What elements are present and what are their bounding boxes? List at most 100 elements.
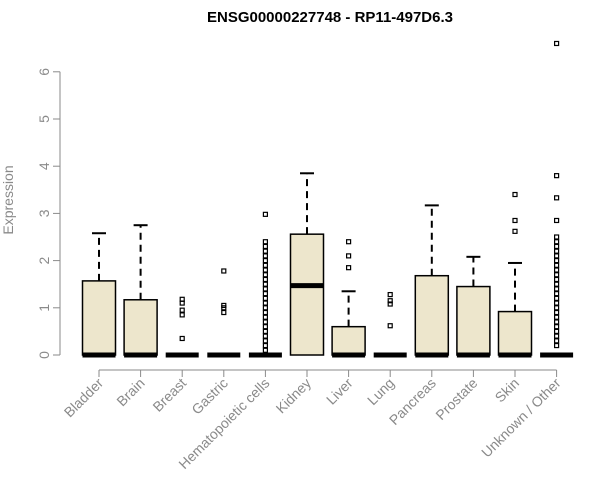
outlier-point <box>553 40 560 47</box>
y-tick-label: 4 <box>36 162 52 170</box>
box-bladder <box>81 232 117 358</box>
y-axis-label: Expression <box>0 165 16 234</box>
box-iqr <box>331 325 366 356</box>
outlier-point <box>262 272 268 278</box>
y-tick-label: 6 <box>36 68 52 76</box>
outlier-point <box>262 314 268 320</box>
chart-title: ENSG00000227748 - RP11-497D6.3 <box>207 9 453 26</box>
outlier-point <box>346 265 352 271</box>
box-iqr <box>289 233 325 356</box>
outlier-point <box>553 243 560 250</box>
outlier-point <box>553 305 560 311</box>
outlier-point <box>262 291 268 297</box>
box-iqr <box>456 285 491 356</box>
outlier-point <box>553 267 560 273</box>
outlier-point <box>262 338 268 344</box>
box-iqr <box>497 310 533 356</box>
outlier-point <box>221 309 227 316</box>
outlier-point <box>387 291 393 298</box>
outlier-point <box>553 328 560 334</box>
outlier-point <box>221 268 227 274</box>
outlier-point <box>262 281 268 287</box>
outlier-point <box>553 217 560 224</box>
outlier-point <box>262 258 268 264</box>
outlier-point <box>262 333 268 339</box>
x-tick-label: Skin <box>492 375 523 406</box>
box-brain <box>123 224 158 358</box>
outlier-point <box>553 314 560 320</box>
outlier-point <box>262 243 268 250</box>
x-tick-label: Breast <box>149 375 189 415</box>
x-tick-label: Unknown / Other <box>478 375 564 461</box>
outlier-point <box>553 276 560 283</box>
outlier-point <box>262 305 268 311</box>
outlier-point <box>262 253 268 259</box>
outlier-point <box>262 262 268 268</box>
box-series <box>81 40 574 358</box>
box-hematopoietic-cells <box>248 211 282 358</box>
outlier-point <box>553 262 560 268</box>
outlier-point <box>221 302 227 309</box>
outlier-point <box>262 295 268 301</box>
outlier-point <box>346 239 352 245</box>
outlier-point <box>262 309 268 316</box>
outlier-point <box>387 301 393 307</box>
x-tick-label: Bladder <box>61 375 107 421</box>
outlier-point <box>262 239 268 245</box>
y-tick-label: 0 <box>36 351 52 359</box>
outlier-point <box>512 191 518 198</box>
box-iqr <box>81 280 117 356</box>
outlier-point <box>512 228 518 234</box>
box-liver <box>331 239 366 358</box>
outlier-point <box>553 319 560 325</box>
outlier-point <box>553 234 560 240</box>
outlier-point <box>553 286 560 292</box>
box-lung <box>373 291 407 358</box>
outlier-point <box>262 300 268 306</box>
outlier-point <box>553 258 560 264</box>
outlier-point <box>179 307 185 313</box>
outlier-point <box>262 267 268 273</box>
outlier-point <box>262 328 268 334</box>
outlier-point <box>553 239 560 245</box>
y-tick-label: 2 <box>36 256 52 264</box>
y-tick-label: 5 <box>36 115 52 123</box>
y-tick-label: 3 <box>36 209 52 217</box>
outlier-point <box>262 342 268 349</box>
y-tick-label: 1 <box>36 304 52 312</box>
outlier-point <box>262 248 268 254</box>
x-tick-label: Prostate <box>432 375 480 423</box>
box-prostate <box>456 255 491 358</box>
x-tick-label: Liver <box>323 375 356 408</box>
outlier-point <box>512 217 518 224</box>
outlier-point <box>553 338 560 344</box>
x-tick-label: Kidney <box>273 375 315 417</box>
y-axis: 0 1 2 3 4 5 6 <box>36 68 61 359</box>
outlier-point <box>553 173 560 179</box>
outlier-point <box>262 319 268 325</box>
outlier-point <box>346 253 352 259</box>
outlier-point <box>553 253 560 259</box>
outlier-point <box>553 295 560 301</box>
x-tick-label: Lung <box>364 375 397 408</box>
outlier-point <box>553 300 560 306</box>
outlier-point <box>553 309 560 316</box>
outlier-point <box>387 323 393 329</box>
box-skin <box>497 191 533 358</box>
outlier-point <box>553 342 560 349</box>
outlier-point <box>387 298 393 304</box>
box-iqr <box>414 274 450 356</box>
outlier-point <box>553 291 560 297</box>
outlier-point <box>262 347 268 353</box>
box-breast <box>165 296 199 358</box>
outlier-point <box>262 286 268 292</box>
outlier-point <box>553 281 560 287</box>
box-kidney <box>289 172 325 356</box>
box-iqr <box>123 299 158 356</box>
box-pancreas <box>414 204 450 358</box>
outlier-point <box>179 312 185 318</box>
outlier-point <box>179 296 185 302</box>
outlier-point <box>179 335 185 342</box>
